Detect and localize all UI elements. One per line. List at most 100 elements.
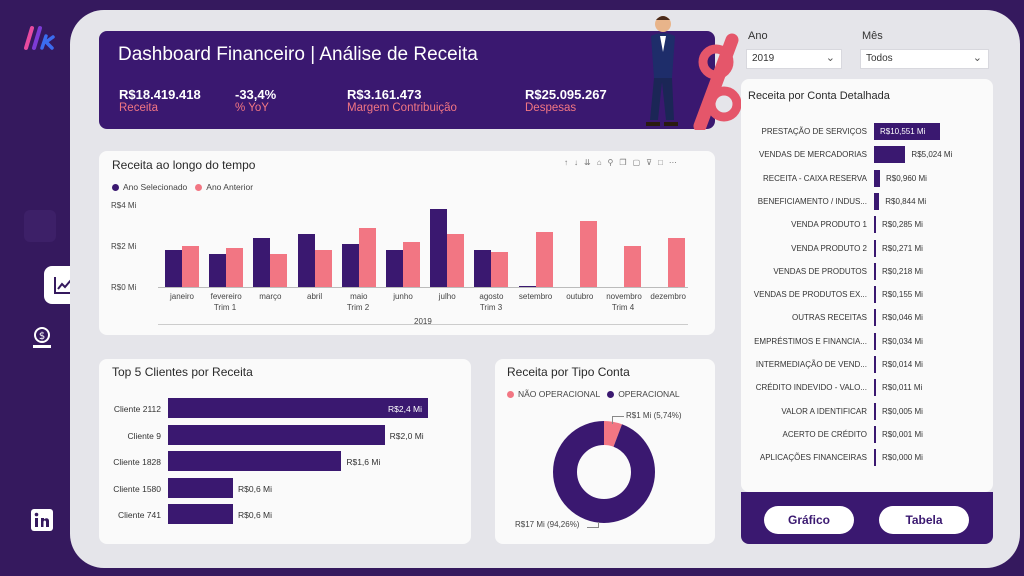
bar-previous-2 <box>226 248 244 287</box>
nav-expense-button[interactable]: $ <box>26 322 58 354</box>
slice-label-operational: R$17 Mi (94,26%) <box>515 520 580 529</box>
account-type-donut <box>553 421 655 523</box>
top-clients-title: Top 5 Clientes por Receita <box>112 365 253 379</box>
client-bar-4 <box>168 477 233 498</box>
account-detail-title: Receita por Conta Detalhada <box>748 90 890 102</box>
chart-view-button[interactable]: Gráfico <box>764 506 854 534</box>
bar-selected-6 <box>386 250 403 287</box>
focus-icon[interactable]: □ <box>658 158 669 167</box>
nav-empty-button[interactable] <box>24 210 56 242</box>
table-view-button[interactable]: Tabela <box>879 506 969 534</box>
month-label-6: junho <box>393 292 413 301</box>
month-label-7: julho <box>438 292 456 301</box>
quarter-2-label: Trim 2 <box>346 303 370 312</box>
bar-previous-10 <box>579 221 597 287</box>
kpi-revenue-label: Receita <box>119 102 158 114</box>
month-filter-label: Mês <box>862 30 883 42</box>
account-value-2: R$5,024 Mi <box>911 150 953 160</box>
page-title: Dashboard Financeiro | Análise de Receit… <box>118 44 478 65</box>
account-type-title: Receita por Tipo Conta <box>507 365 630 379</box>
account-bar-3 <box>874 169 880 187</box>
legend-dot-previous <box>195 183 203 191</box>
quarter-4-label: Trim 4 <box>611 303 635 312</box>
bar-previous-5 <box>358 227 376 287</box>
month-filter-dropdown[interactable]: Todos ⌄ <box>860 49 989 69</box>
month-label-9: setembro <box>518 292 553 301</box>
bar-previous-4 <box>314 250 332 287</box>
header-banner <box>99 31 715 129</box>
account-value-15: R$0,000 Mi <box>882 453 923 463</box>
client-label-1: Cliente 2112 <box>113 404 161 414</box>
account-label-11: INTERMEDIAÇÃO DE VEND... <box>755 360 867 369</box>
expand-hierarchy-icon[interactable]: ⌂ <box>596 158 608 167</box>
year-filter-dropdown[interactable]: 2019 ⌄ <box>746 49 842 69</box>
year-filter-label: Ano <box>748 30 768 42</box>
account-bar-5 <box>874 216 876 234</box>
account-bar-10 <box>874 332 876 350</box>
bar-previous-9 <box>535 231 553 287</box>
x-axis-year-line <box>158 324 688 325</box>
month-label-3: março <box>259 292 282 301</box>
account-value-3: R$0,960 Mi <box>886 173 927 183</box>
account-value-8: R$0,155 Mi <box>882 290 923 300</box>
month-label-8: agosto <box>479 292 504 301</box>
account-label-9: OUTRAS RECEITAS <box>792 313 867 323</box>
account-value-11: R$0,014 Mi <box>882 360 923 369</box>
account-label-2: VENDAS DE MERCADORIAS <box>758 150 867 160</box>
account-label-6: VENDA PRODUTO 2 <box>791 243 867 253</box>
client-value-4: R$0,6 Mi <box>238 483 273 494</box>
kpi-expenses-label: Despesas <box>525 102 577 114</box>
leader-line-large <box>587 522 599 528</box>
account-label-5: VENDA PRODUTO 1 <box>791 220 867 230</box>
year-axis-label: 2019 <box>414 317 432 326</box>
client-bar-1 <box>168 398 428 418</box>
client-label-3: Cliente 1828 <box>113 457 161 467</box>
app-logo <box>24 26 55 50</box>
pin-icon[interactable]: ⚲ <box>607 158 620 167</box>
linkedin-button[interactable] <box>26 504 58 536</box>
bar-previous-1 <box>182 246 199 287</box>
legend-operational: OPERACIONAL <box>618 389 680 399</box>
filter-icon[interactable]: ⊽ <box>646 158 658 167</box>
sidebar: $ <box>0 0 84 576</box>
account-value-14: R$0,001 Mi <box>882 429 923 439</box>
bar-previous-12 <box>668 237 686 287</box>
account-bar-8 <box>874 286 876 304</box>
kpi-yoy-value: -33,4% <box>235 87 277 102</box>
bar-selected-5 <box>341 243 359 287</box>
account-value-7: R$0,218 Mi <box>882 266 923 276</box>
bar-previous-3 <box>270 254 288 287</box>
expand-icon[interactable]: ⇊ <box>584 158 597 167</box>
month-label-1: janeiro <box>169 292 194 301</box>
slice-label-non-operational: R$1 Mi (5,74%) <box>626 411 682 420</box>
client-value-5: R$0,6 Mi <box>238 510 273 520</box>
y-tick-2: R$2 Mi <box>111 242 137 251</box>
account-type-legend: NÃO OPERACIONAL OPERACIONAL <box>507 389 680 399</box>
bar-selected-2 <box>209 254 227 287</box>
bar-selected-9 <box>518 285 536 287</box>
y-tick-4: R$4 Mi <box>111 201 137 210</box>
account-value-13: R$0,005 Mi <box>882 406 923 416</box>
bar-previous-7 <box>447 233 465 287</box>
bar-selected-3 <box>253 237 271 287</box>
account-value-4: R$0,844 Mi <box>885 196 927 206</box>
visual-toolbar: ↑↓⇊⌂⚲❐▢⊽□⋯ <box>564 158 683 167</box>
legend-non-operational: NÃO OPERACIONAL <box>518 389 601 399</box>
svg-text:$: $ <box>39 331 45 342</box>
month-label-4: abril <box>307 292 323 301</box>
comment-icon[interactable]: ▢ <box>632 158 647 167</box>
account-label-14: ACERTO DE CRÉDITO <box>782 429 867 439</box>
account-bar-6 <box>874 239 876 257</box>
client-label-5: Cliente 741 <box>117 510 161 520</box>
account-value-12: R$0,011 Mi <box>882 383 923 393</box>
drill-down-icon[interactable]: ↓ <box>574 158 584 167</box>
kpi-revenue-value: R$18.419.418 <box>119 87 201 102</box>
drill-up-icon[interactable]: ↑ <box>564 158 574 167</box>
copy-icon[interactable]: ❐ <box>619 158 633 167</box>
more-options-icon[interactable]: ⋯ <box>668 158 683 167</box>
account-label-1: PRESTAÇÃO DE SERVIÇOS <box>761 127 867 136</box>
account-label-4: BENEFICIAMENTO / INDUS... <box>757 196 867 206</box>
legend-dot-operational <box>607 390 615 398</box>
trend-chart-icon <box>54 277 73 294</box>
chevron-down-icon: ⌄ <box>825 52 835 64</box>
